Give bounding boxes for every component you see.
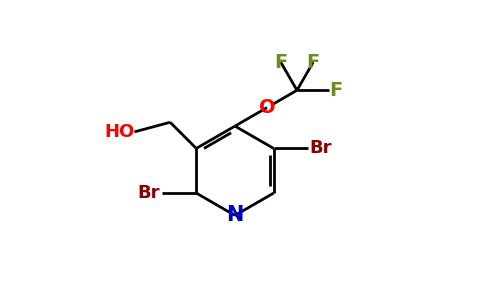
- Text: F: F: [329, 81, 343, 100]
- Text: HO: HO: [104, 123, 135, 141]
- Text: N: N: [227, 206, 243, 225]
- Text: O: O: [258, 98, 275, 117]
- Text: Br: Br: [137, 184, 160, 202]
- Text: Br: Br: [310, 140, 333, 158]
- Text: F: F: [306, 53, 320, 72]
- Text: F: F: [274, 53, 287, 72]
